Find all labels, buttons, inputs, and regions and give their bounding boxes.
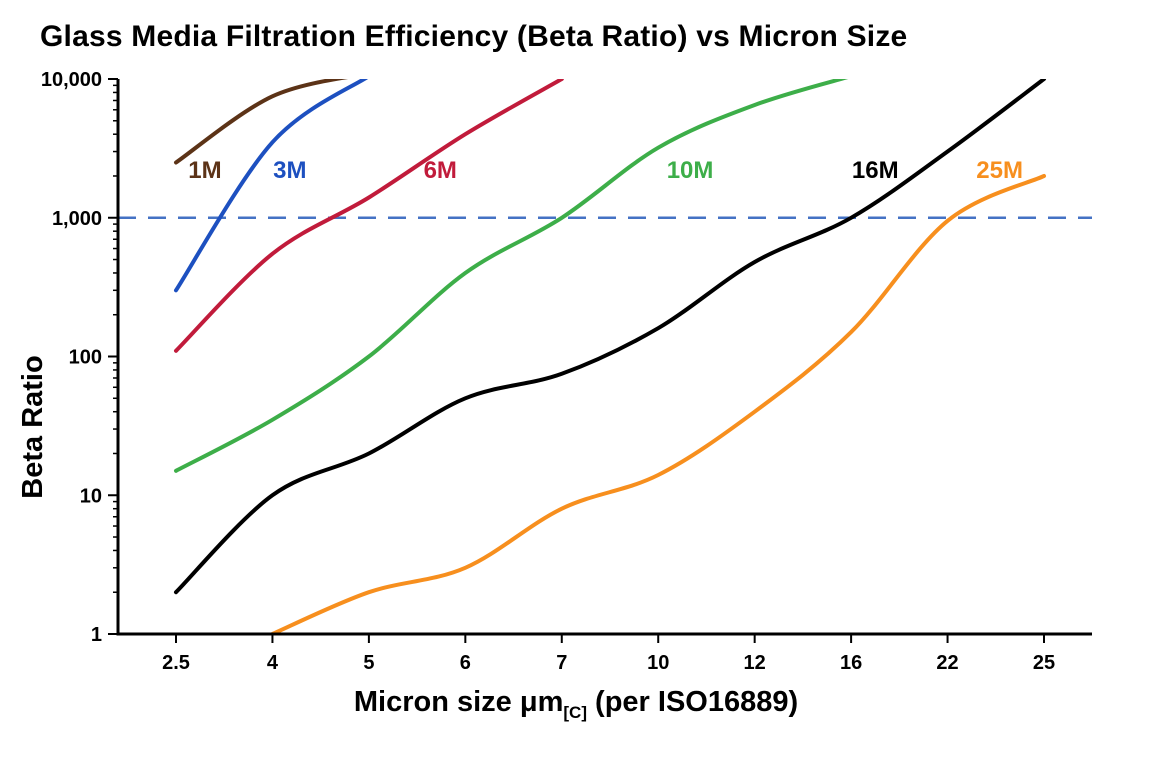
x-tick-label: 25 — [1033, 652, 1055, 674]
series-label-25M: 25M — [976, 157, 1023, 184]
chart-area: Beta Ratio 1M 3M 6M 10M 16M 25M 1 10 100 1,000 10,… — [0, 54, 1152, 684]
chart-canvas: 1M 3M 6M 10M 16M 25M 1 10 100 1,000 10,000 2.5 4 5 6 7 1… — [41, 69, 1092, 674]
y-tick-label: 1 — [91, 624, 102, 646]
x-tick-label: 22 — [936, 652, 958, 674]
x-tick-label: 16 — [840, 652, 862, 674]
series-label-1M: 1M — [188, 157, 221, 184]
x-tick-label: 5 — [363, 652, 374, 674]
y-tick-label: 10 — [80, 485, 102, 507]
x-axis-label-rest: (per ISO16889) — [586, 686, 799, 718]
series-path-1M — [174, 79, 349, 165]
y-axis-label: Beta Ratio — [17, 355, 49, 499]
x-axis-label: Micron size μm[C] (per ISO16889) — [0, 686, 1152, 723]
series-label-16M: 16M — [852, 157, 899, 184]
x-tick-label: 12 — [744, 652, 766, 674]
series-path-25M — [270, 174, 1046, 634]
x-axis-label-main: Micron size μm — [353, 686, 564, 718]
series-path-3M — [174, 79, 369, 293]
x-axis-label-subscript: [C] — [563, 703, 587, 722]
series-label-6M: 6M — [424, 157, 457, 184]
x-tick-label: 6 — [460, 652, 471, 674]
y-tick-label: 10,000 — [41, 69, 102, 91]
series-label-10M: 10M — [667, 157, 714, 184]
series-path-10M — [174, 79, 849, 473]
y-tick-label: 1,000 — [52, 208, 102, 230]
y-tick-label: 100 — [69, 347, 102, 369]
series-group — [174, 79, 1046, 634]
series-path-6M — [174, 79, 564, 353]
chart-title: Glass Media Filtration Efficiency (Beta … — [40, 20, 908, 53]
x-tick-label: 7 — [556, 652, 567, 674]
x-tick-label: 4 — [267, 652, 279, 674]
x-tick-label: 10 — [647, 652, 669, 674]
series-path-16M — [174, 79, 1046, 595]
x-tick-label: 2.5 — [162, 652, 190, 674]
series-label-3M: 3M — [273, 157, 306, 184]
